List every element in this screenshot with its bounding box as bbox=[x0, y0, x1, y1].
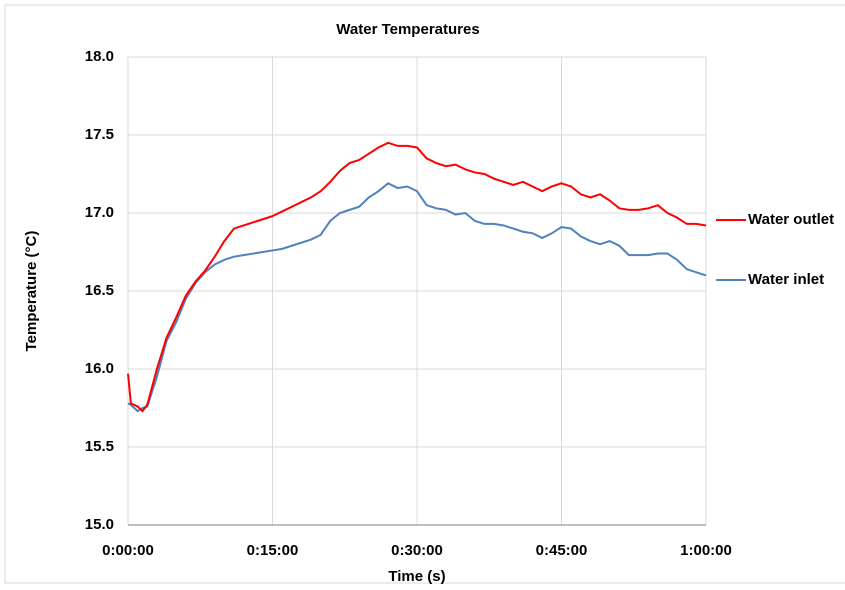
y-tick-label: 17.5 bbox=[85, 126, 114, 143]
data-line bbox=[127, 141, 707, 413]
chart-frame bbox=[4, 4, 845, 584]
y-tick-label: 17.0 bbox=[85, 204, 114, 221]
x-tick-label: 0:00:00 bbox=[102, 542, 154, 559]
x-axis-label: Time (s) bbox=[388, 568, 445, 585]
x-tick-label: 0:15:00 bbox=[247, 542, 299, 559]
legend-label: Water inlet bbox=[748, 271, 824, 288]
y-tick-label: 15.0 bbox=[85, 516, 114, 533]
legend-label: Water outlet bbox=[748, 211, 834, 228]
y-tick-label: 18.0 bbox=[85, 48, 114, 65]
x-tick-label: 0:30:00 bbox=[391, 542, 443, 559]
chart-title: Water Temperatures bbox=[336, 21, 479, 38]
x-tick-label: 0:45:00 bbox=[536, 542, 588, 559]
y-tick-label: 15.5 bbox=[85, 438, 114, 455]
data-line bbox=[127, 182, 707, 413]
y-axis-label: Temperature (°C) bbox=[23, 231, 40, 352]
x-tick-label: 1:00:00 bbox=[680, 542, 732, 559]
y-tick-label: 16.0 bbox=[85, 360, 114, 377]
y-tick-label: 16.5 bbox=[85, 282, 114, 299]
